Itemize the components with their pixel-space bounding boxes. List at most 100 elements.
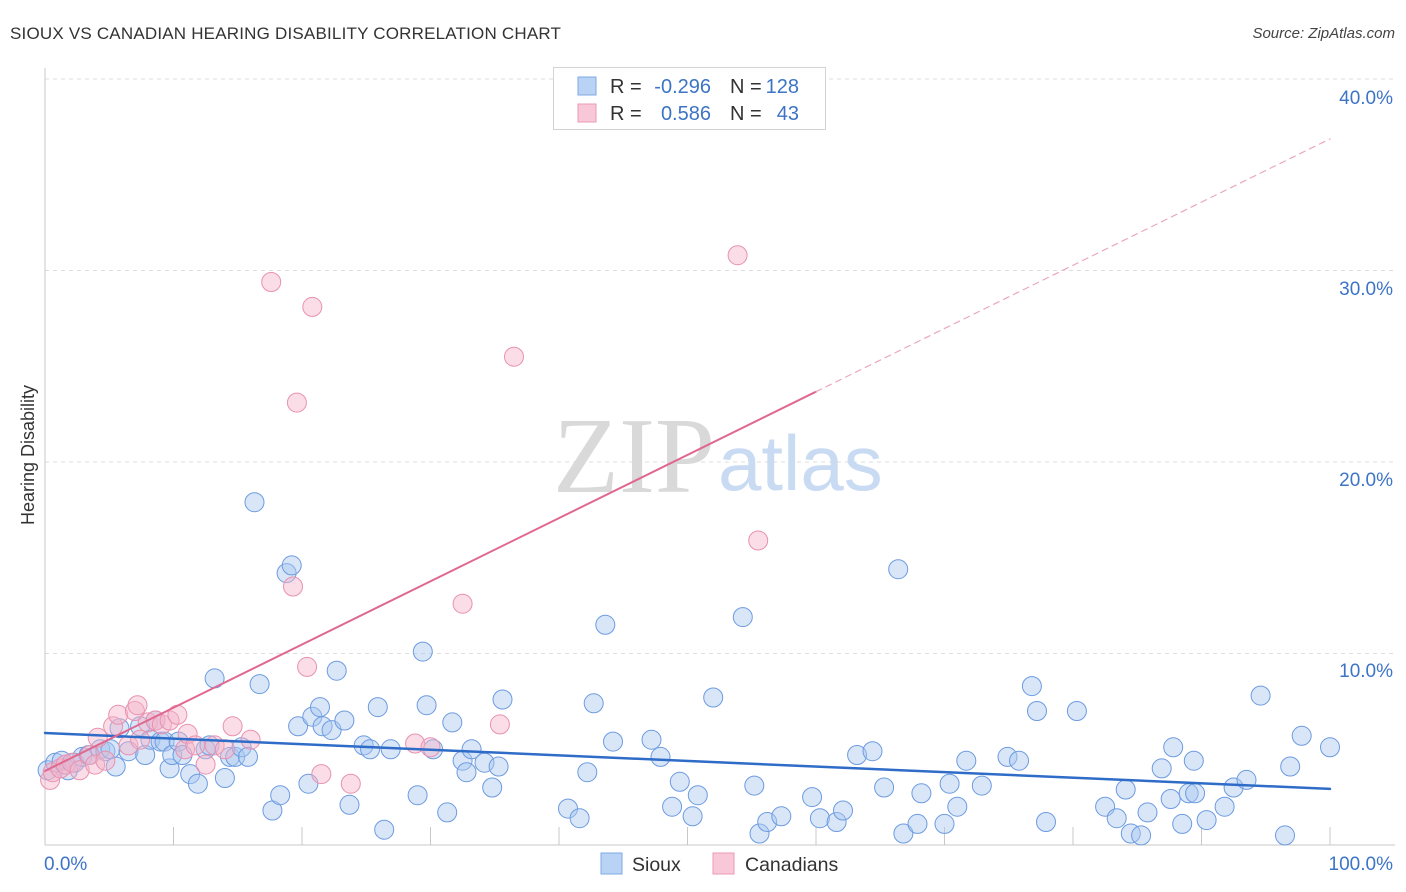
y-tick-label-30: 30.0%: [1339, 279, 1393, 300]
canadians-point: [340, 773, 361, 794]
canadians-trend-line-projection: [815, 138, 1331, 393]
sioux-point: [893, 823, 914, 844]
sioux-point: [1196, 810, 1217, 831]
sioux-point: [650, 746, 671, 767]
sioux-point: [407, 785, 428, 806]
canadians-point: [40, 769, 61, 790]
sioux-trend-line: [43, 731, 1332, 791]
sioux-r-label: R =: [610, 76, 642, 98]
sioux-point: [1275, 825, 1295, 846]
stats-legend: R = -0.296 N = 128 R = 0.586 N = 43: [553, 67, 826, 130]
sioux-point: [1185, 783, 1206, 804]
x-axis-ticks: [173, 827, 1331, 845]
series-sioux-points: [37, 492, 1340, 846]
canadians-swatch: [577, 103, 597, 123]
sioux-point: [583, 693, 604, 714]
sioux-point: [1131, 825, 1152, 846]
canadians-point: [420, 737, 441, 758]
legend-label-sioux: Sioux: [632, 854, 681, 876]
canadians-point: [283, 576, 303, 597]
canadians-point: [302, 296, 323, 317]
legend-swatch-canadians: [712, 852, 735, 875]
y-axis-label: Hearing Disability: [18, 385, 38, 525]
canadians-point: [95, 750, 116, 771]
canadians-point: [489, 714, 510, 735]
sioux-point: [603, 731, 623, 752]
sioux-point: [1115, 779, 1136, 800]
sioux-r-value: -0.296: [654, 76, 711, 98]
sioux-point: [1027, 701, 1047, 721]
sioux-point: [1291, 725, 1312, 746]
sioux-point: [1066, 701, 1087, 721]
canadians-r-value: 0.586: [661, 103, 711, 125]
sioux-point: [847, 745, 868, 765]
y-tick-labels: 40.0% 30.0% 20.0% 10.0%: [1339, 88, 1393, 682]
canadians-point: [214, 739, 235, 760]
sioux-point: [947, 796, 968, 817]
sioux-point: [374, 819, 395, 840]
sioux-point: [1320, 737, 1340, 758]
sioux-point: [934, 813, 955, 834]
sioux-point: [162, 745, 183, 765]
sioux-point: [1223, 777, 1244, 798]
watermark: ZIP atlas: [553, 397, 883, 516]
sioux-point: [334, 710, 355, 731]
sioux-point: [569, 808, 590, 829]
sioux-point: [771, 806, 792, 827]
canadians-point: [127, 695, 148, 716]
sioux-point: [687, 785, 708, 806]
sioux-point: [214, 768, 235, 788]
sioux-point: [669, 771, 690, 792]
sioux-point: [1151, 758, 1172, 779]
scatter-points: [37, 245, 1340, 846]
sioux-point: [907, 813, 928, 834]
sioux-point: [187, 773, 208, 794]
canadians-point: [69, 760, 90, 781]
sioux-point: [1250, 685, 1271, 706]
sioux-point: [1021, 676, 1042, 697]
sioux-point: [488, 756, 509, 777]
canadians-point: [108, 704, 129, 725]
y-tick-label-40: 40.0%: [1339, 88, 1393, 109]
legend-swatch-sioux: [600, 852, 623, 875]
sioux-point: [997, 746, 1018, 767]
sioux-point: [1280, 756, 1301, 777]
watermark-atlas: atlas: [718, 419, 883, 507]
stats-legend-box: [553, 67, 826, 130]
canadians-n-label: N =: [730, 103, 762, 125]
sioux-point: [749, 823, 770, 844]
sioux-point: [135, 745, 156, 765]
sioux-point: [105, 756, 126, 777]
sioux-point: [1009, 750, 1029, 771]
series-legend: Sioux Canadians: [600, 852, 838, 876]
sioux-point: [833, 800, 853, 821]
canadians-point: [261, 272, 282, 292]
sioux-point: [249, 674, 270, 695]
legend-label-canadians: Canadians: [745, 854, 838, 876]
sioux-point: [911, 783, 932, 804]
y-tick-label-10: 10.0%: [1339, 661, 1393, 682]
canadians-point: [222, 716, 243, 737]
chart-title: SIOUX VS CANADIAN HEARING DISABILITY COR…: [10, 24, 561, 43]
sioux-point: [244, 492, 265, 513]
gridlines: [45, 78, 1395, 654]
sioux-point: [281, 555, 302, 576]
sioux-point: [1183, 750, 1204, 771]
sioux-point: [888, 559, 909, 580]
sioux-point: [1172, 813, 1193, 834]
sioux-point: [288, 716, 309, 737]
canadians-point: [504, 346, 524, 367]
sioux-point: [456, 762, 477, 783]
source-credit: Source: ZipAtlas.com: [1252, 25, 1395, 42]
sioux-point: [367, 697, 388, 718]
canadians-n-value: 43: [777, 103, 799, 125]
legend-item-canadians: Canadians: [712, 852, 838, 876]
sioux-point: [703, 687, 724, 708]
canadians-point: [240, 729, 261, 750]
sioux-point: [874, 777, 895, 798]
x-tick-label-min: 0.0%: [44, 854, 87, 875]
canadians-point: [297, 656, 318, 677]
sioux-point: [339, 794, 360, 815]
sioux-point: [1036, 812, 1056, 832]
